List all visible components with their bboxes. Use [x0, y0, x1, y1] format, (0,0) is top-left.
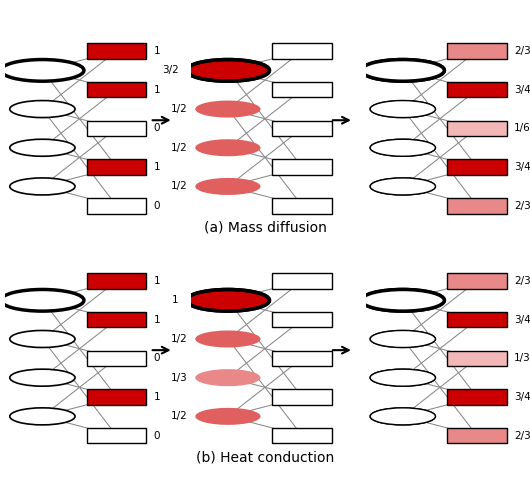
- Bar: [87, 198, 146, 214]
- Text: 1/6: 1/6: [514, 124, 530, 134]
- Circle shape: [370, 331, 436, 347]
- Text: 1/2: 1/2: [171, 182, 188, 192]
- Text: 2/3: 2/3: [514, 431, 530, 441]
- Circle shape: [1, 289, 84, 311]
- Text: 2/3: 2/3: [514, 201, 530, 211]
- Bar: [272, 82, 332, 97]
- Text: 1/3: 1/3: [171, 373, 188, 383]
- Bar: [447, 389, 507, 405]
- Text: 3/4: 3/4: [514, 315, 530, 325]
- Bar: [447, 82, 507, 97]
- Circle shape: [370, 101, 436, 117]
- Circle shape: [361, 59, 444, 81]
- Text: 0: 0: [154, 201, 160, 211]
- Bar: [447, 273, 507, 289]
- Text: 3/4: 3/4: [514, 162, 530, 172]
- Bar: [272, 389, 332, 405]
- Text: 0: 0: [154, 431, 160, 441]
- Bar: [272, 273, 332, 289]
- Circle shape: [370, 178, 436, 195]
- Text: 1: 1: [154, 85, 161, 95]
- Circle shape: [370, 139, 436, 156]
- Circle shape: [370, 408, 436, 425]
- Bar: [87, 121, 146, 136]
- Bar: [272, 121, 332, 136]
- Circle shape: [187, 289, 269, 311]
- Circle shape: [370, 369, 436, 386]
- Circle shape: [10, 331, 75, 347]
- Bar: [447, 312, 507, 327]
- Bar: [272, 428, 332, 444]
- Bar: [87, 43, 146, 59]
- Text: 3/4: 3/4: [514, 392, 530, 402]
- Circle shape: [370, 139, 436, 156]
- Circle shape: [195, 101, 261, 117]
- Circle shape: [361, 289, 444, 311]
- Bar: [87, 160, 146, 175]
- Bar: [87, 428, 146, 444]
- Circle shape: [195, 331, 261, 347]
- Circle shape: [370, 101, 436, 117]
- Text: 1/2: 1/2: [171, 104, 188, 114]
- Text: 1/3: 1/3: [514, 354, 530, 364]
- Bar: [447, 351, 507, 366]
- Circle shape: [370, 178, 436, 195]
- Bar: [447, 198, 507, 214]
- Text: 1/2: 1/2: [171, 334, 188, 344]
- Text: 1: 1: [154, 276, 161, 286]
- Text: 1: 1: [154, 162, 161, 172]
- Bar: [272, 43, 332, 59]
- Text: 0: 0: [154, 354, 160, 364]
- Bar: [447, 121, 507, 136]
- Circle shape: [361, 289, 444, 311]
- Text: 1/2: 1/2: [171, 143, 188, 153]
- Circle shape: [10, 101, 75, 117]
- Text: 2/3: 2/3: [514, 276, 530, 286]
- Text: 2/3: 2/3: [514, 46, 530, 56]
- Bar: [87, 82, 146, 97]
- Bar: [447, 428, 507, 444]
- Circle shape: [195, 369, 261, 386]
- Text: 1: 1: [154, 46, 161, 56]
- Text: 1: 1: [154, 315, 161, 325]
- Bar: [87, 312, 146, 327]
- Text: 1: 1: [154, 392, 161, 402]
- Bar: [447, 160, 507, 175]
- Bar: [87, 273, 146, 289]
- Text: 3/4: 3/4: [514, 85, 530, 95]
- Text: 3/2: 3/2: [162, 65, 179, 75]
- Circle shape: [1, 59, 84, 81]
- Text: (b) Heat conduction: (b) Heat conduction: [196, 451, 334, 465]
- Bar: [87, 351, 146, 366]
- Circle shape: [195, 178, 261, 195]
- Circle shape: [195, 139, 261, 156]
- Text: 0: 0: [154, 124, 160, 134]
- Circle shape: [10, 369, 75, 386]
- Bar: [272, 312, 332, 327]
- Circle shape: [10, 139, 75, 156]
- Circle shape: [195, 408, 261, 425]
- Bar: [272, 198, 332, 214]
- Circle shape: [10, 178, 75, 195]
- Bar: [272, 160, 332, 175]
- Bar: [272, 351, 332, 366]
- Circle shape: [361, 59, 444, 81]
- Circle shape: [187, 59, 269, 81]
- Circle shape: [370, 331, 436, 347]
- Text: 1/2: 1/2: [171, 411, 188, 422]
- Circle shape: [370, 369, 436, 386]
- Bar: [87, 389, 146, 405]
- Circle shape: [10, 408, 75, 425]
- Bar: [447, 43, 507, 59]
- Circle shape: [370, 408, 436, 425]
- Text: 1: 1: [172, 295, 179, 305]
- Text: (a) Mass diffusion: (a) Mass diffusion: [204, 221, 326, 235]
